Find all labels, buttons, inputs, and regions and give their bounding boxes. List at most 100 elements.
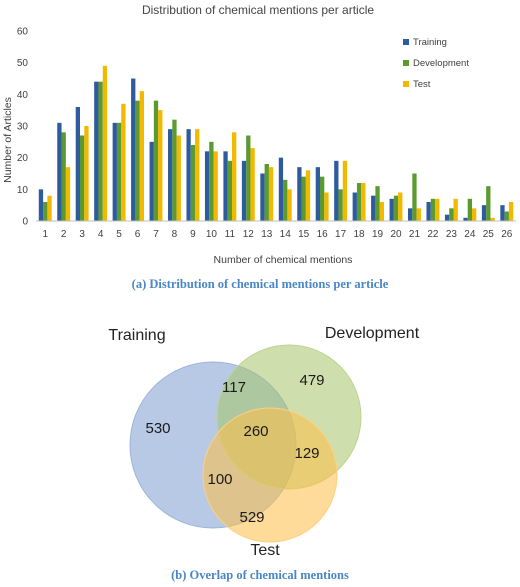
bar-development [504, 211, 509, 221]
bar-training [334, 160, 339, 221]
bar-training [481, 205, 487, 221]
legend-label-training: Training [413, 37, 447, 48]
training-label: Training [108, 327, 165, 344]
bar-test [47, 195, 52, 221]
bar-development [283, 179, 288, 221]
x-tick-label: 26 [501, 229, 513, 240]
y-tick-label: 30 [17, 122, 29, 133]
bar-development [172, 119, 177, 221]
bar-training [371, 195, 376, 221]
development-test-count: 129 [294, 445, 319, 462]
x-tick-label: 20 [390, 229, 402, 240]
bar-training [315, 167, 320, 221]
bar-test [84, 126, 89, 221]
y-tick-label: 50 [17, 58, 29, 69]
bar-development [412, 173, 417, 221]
development-label: Development [325, 325, 420, 342]
bar-training [352, 192, 357, 221]
bar-training [260, 173, 265, 221]
bar-training [168, 129, 173, 221]
bar-training [297, 167, 302, 221]
bar-development [61, 132, 66, 221]
x-tick-label: 11 [225, 229, 236, 240]
bar-development [264, 164, 269, 221]
y-axis-label: Number of Articles [2, 97, 14, 183]
bar-training [131, 78, 136, 221]
x-tick-label: 10 [206, 229, 218, 240]
bar-test [416, 208, 421, 221]
x-tick-label: 24 [464, 229, 476, 240]
bar-development [153, 100, 159, 221]
legend-swatch-development [403, 60, 409, 66]
x-tick-label: 6 [135, 229, 141, 240]
y-tick-label: 10 [17, 185, 29, 196]
bar-test [305, 170, 311, 221]
bar-training [426, 202, 431, 221]
x-tick-label: 12 [243, 229, 255, 240]
x-tick-label: 25 [483, 229, 495, 240]
bar-development [43, 202, 48, 221]
bar-test [102, 65, 108, 221]
bar-development [430, 198, 436, 221]
bar-development [227, 160, 232, 221]
test-label: Test [250, 542, 280, 559]
bar-test [342, 160, 348, 221]
bar-test [287, 189, 292, 221]
bar-development [301, 176, 306, 221]
x-tick-label: 21 [409, 229, 421, 240]
legend-swatch-training [403, 39, 409, 45]
bar-test [453, 198, 458, 221]
bar-test [508, 202, 514, 221]
legend-label-development: Development [413, 58, 469, 69]
chart-title: Distribution of chemical mentions per ar… [142, 3, 374, 17]
y-tick-label: 0 [22, 217, 28, 228]
bar-training [94, 81, 99, 221]
bar-chart: Distribution of chemical mentions per ar… [2, 3, 516, 266]
bar-test [213, 151, 218, 221]
x-tick-label: 4 [98, 229, 104, 240]
bar-development [209, 141, 214, 221]
x-tick-label: 7 [153, 229, 159, 240]
all-sets-count: 260 [243, 423, 268, 440]
bar-training [389, 198, 394, 221]
bar-development [486, 186, 491, 221]
x-tick-label: 9 [190, 229, 196, 240]
x-tick-label: 5 [116, 229, 122, 240]
bar-test [139, 91, 144, 221]
bar-test [435, 198, 440, 221]
bar-training [241, 160, 247, 221]
training-development-count: 117 [222, 379, 246, 396]
bar-test [65, 167, 71, 221]
bar-training [186, 129, 191, 221]
x-tick-label: 16 [317, 229, 329, 240]
bar-development [320, 176, 325, 221]
bar-development [246, 135, 251, 221]
legend-swatch-test [403, 81, 409, 87]
x-tick-label: 8 [172, 229, 178, 240]
x-tick-label: 23 [446, 229, 458, 240]
y-tick-label: 40 [17, 90, 29, 101]
test-circle [202, 407, 338, 543]
bar-test [232, 132, 237, 221]
legend-label-test: Test [413, 79, 431, 90]
bar-test [490, 217, 495, 221]
bar-development [449, 208, 454, 221]
legend: Training Development Test [403, 37, 469, 90]
x-tick-label: 18 [354, 229, 366, 240]
x-tick-label: 13 [261, 229, 273, 240]
bar-training [57, 122, 62, 221]
training-only-count: 530 [145, 420, 170, 437]
bar-development [80, 135, 85, 221]
y-tick-label: 60 [17, 27, 29, 38]
bar-development [338, 189, 343, 221]
bar-test [158, 110, 163, 221]
bar-training [38, 189, 44, 221]
bar-development [375, 186, 380, 221]
bar-test [472, 208, 477, 221]
bar-development [98, 81, 103, 221]
bar-test [361, 183, 366, 221]
bar-development [190, 145, 196, 221]
x-tick-label: 15 [298, 229, 310, 240]
bar-training [278, 157, 284, 221]
test-only-count: 529 [239, 509, 264, 526]
